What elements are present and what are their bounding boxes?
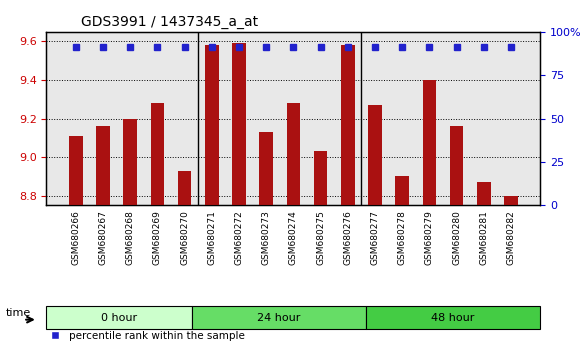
Bar (450, 126, 464, 205)
Bar (504, 196, 518, 205)
Text: time: time (6, 308, 31, 318)
Bar (205, 45, 218, 205)
Text: 48 hour: 48 hour (432, 313, 475, 323)
Bar (396, 176, 409, 205)
Bar (422, 80, 436, 205)
Bar (286, 103, 300, 205)
Text: 0 hour: 0 hour (101, 313, 137, 323)
Bar (96, 126, 110, 205)
Text: GDS3991 / 1437345_a_at: GDS3991 / 1437345_a_at (81, 16, 258, 29)
Bar (150, 103, 164, 205)
Bar (368, 105, 382, 205)
Bar (477, 182, 491, 205)
Bar (314, 152, 328, 205)
Bar (341, 45, 354, 205)
Bar (232, 44, 246, 205)
Text: 24 hour: 24 hour (257, 313, 300, 323)
Bar (178, 171, 191, 205)
Bar (123, 119, 137, 205)
Bar (259, 132, 273, 205)
Legend: transformed count, percentile rank within the sample: transformed count, percentile rank withi… (46, 312, 249, 345)
Bar (69, 136, 83, 205)
